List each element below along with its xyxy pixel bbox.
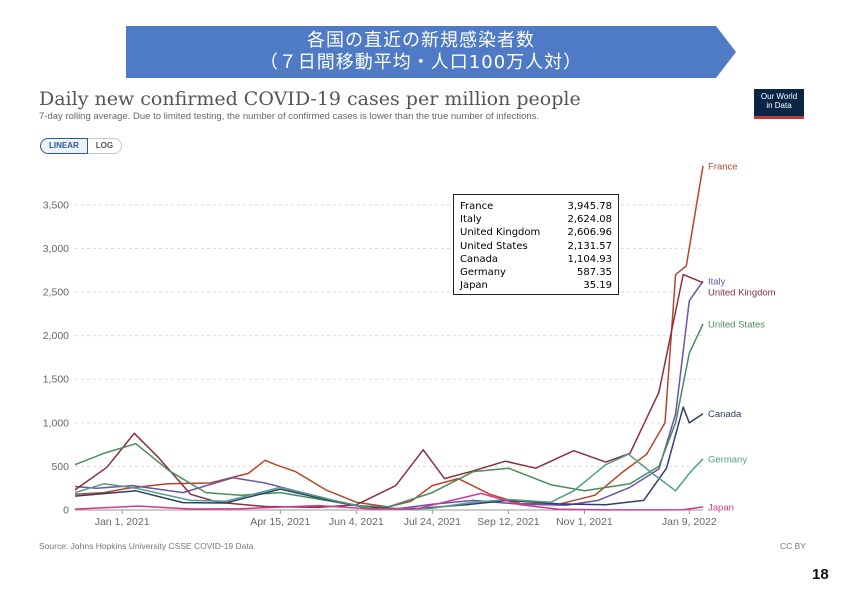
y-tick-label: 0 (63, 505, 69, 517)
series-line-germany (74, 453, 704, 511)
series-end-label: Italy (708, 277, 726, 288)
x-tick-label: Jan 9, 2022 (662, 516, 717, 528)
line-chart: 0 500 1,000 1,500 2,000 2,500 3,000 3,500 Jan 1,… (43, 161, 776, 528)
tooltip-row: Italy 2,624.08 (460, 213, 612, 226)
series-end-label: Canada (708, 409, 742, 420)
series-line-france (74, 165, 704, 508)
series-line-italy (74, 280, 704, 510)
tooltip-country: Italy (460, 214, 482, 226)
tooltip-country: United Kingdom (460, 227, 541, 239)
scale-toggle: LINEAR LOG (40, 138, 123, 154)
series-end-label: United States (708, 320, 765, 331)
license-link[interactable]: CC BY (780, 541, 806, 551)
banner-line-1: 各国の直近の新規感染者数 (307, 30, 535, 51)
owid-logo[interactable]: Our World in Data (754, 89, 804, 119)
tooltip-value: 587.35 (577, 267, 612, 279)
series-end-label: Germany (708, 454, 747, 465)
series-line-japan (74, 492, 704, 511)
tooltip-country: United States (460, 240, 528, 252)
y-tick-label: 2,500 (43, 287, 69, 299)
x-tick-label: Jul 24, 2021 (404, 516, 461, 528)
y-tick-label: 3,500 (43, 199, 69, 211)
x-tick-label: Nov 1, 2021 (556, 516, 613, 528)
source-note: Source: Johns Hopkins University CSSE CO… (39, 541, 254, 551)
tooltip-row: United States 2,131.57 (460, 240, 612, 253)
tooltip-row: United Kingdom 2,606.96 (460, 226, 612, 239)
tooltip-country: France (460, 201, 494, 212)
tooltip-country: Canada (460, 253, 499, 265)
values-tooltip: France 3,945.78 Italy 2,624.08 United Ki… (453, 194, 619, 295)
y-tick-label: 1,000 (43, 417, 69, 429)
tooltip-value: 2,606.96 (567, 227, 612, 239)
tooltip-row: Canada 1,104.93 (460, 253, 612, 266)
series-end-label: United Kingdom (708, 288, 776, 299)
series-line-united-states (74, 323, 704, 508)
page-number: 18 (812, 566, 829, 583)
chart-subtitle: 7-day rolling average. Due to limited te… (39, 111, 540, 122)
banner-line-2: （７日間移動平均・人口100万人対） (259, 52, 583, 73)
y-tick-label: 2,000 (43, 330, 69, 342)
x-tick-label: Sep 12, 2021 (477, 516, 540, 528)
x-tick-label: Jun 4, 2021 (329, 516, 384, 528)
series-line-canada (74, 406, 704, 510)
linear-scale-button[interactable]: LINEAR (40, 138, 88, 154)
tooltip-row: France 3,945.78 (460, 200, 612, 213)
tooltip-row: Japan 35.19 (460, 279, 612, 292)
tooltip-country: Japan (460, 280, 488, 292)
chart-title: Daily new confirmed COVID-19 cases per m… (39, 88, 581, 110)
tooltip-value: 35.19 (583, 280, 612, 292)
banner-arrow-shape (126, 26, 736, 78)
series-end-label: France (708, 161, 738, 172)
logo-line-2: in Data (766, 101, 792, 110)
series-line-united-kingdom (74, 273, 704, 509)
tooltip-value: 3,945.78 (567, 201, 612, 212)
y-tick-label: 500 (51, 461, 69, 473)
title-banner: 各国の直近の新規感染者数 （７日間移動平均・人口100万人対） (126, 26, 736, 78)
tooltip-value: 2,131.57 (567, 240, 612, 252)
tooltip-value: 2,624.08 (567, 214, 612, 226)
y-tick-label: 3,000 (43, 243, 69, 255)
logo-line-1: Our World (760, 92, 798, 101)
y-tick-label: 1,500 (43, 374, 69, 386)
series-end-label: Japan (708, 502, 734, 513)
tooltip-row: Germany 587.35 (460, 266, 612, 279)
tooltip-country: Germany (460, 267, 506, 279)
log-scale-button[interactable]: LOG (87, 138, 123, 154)
tooltip-value: 1,104.93 (567, 253, 612, 265)
banner-text: 各国の直近の新規感染者数 （７日間移動平均・人口100万人対） (126, 30, 716, 74)
x-tick-label: Jan 1, 2021 (95, 516, 150, 528)
x-tick-label: Apr 15, 2021 (250, 516, 310, 528)
